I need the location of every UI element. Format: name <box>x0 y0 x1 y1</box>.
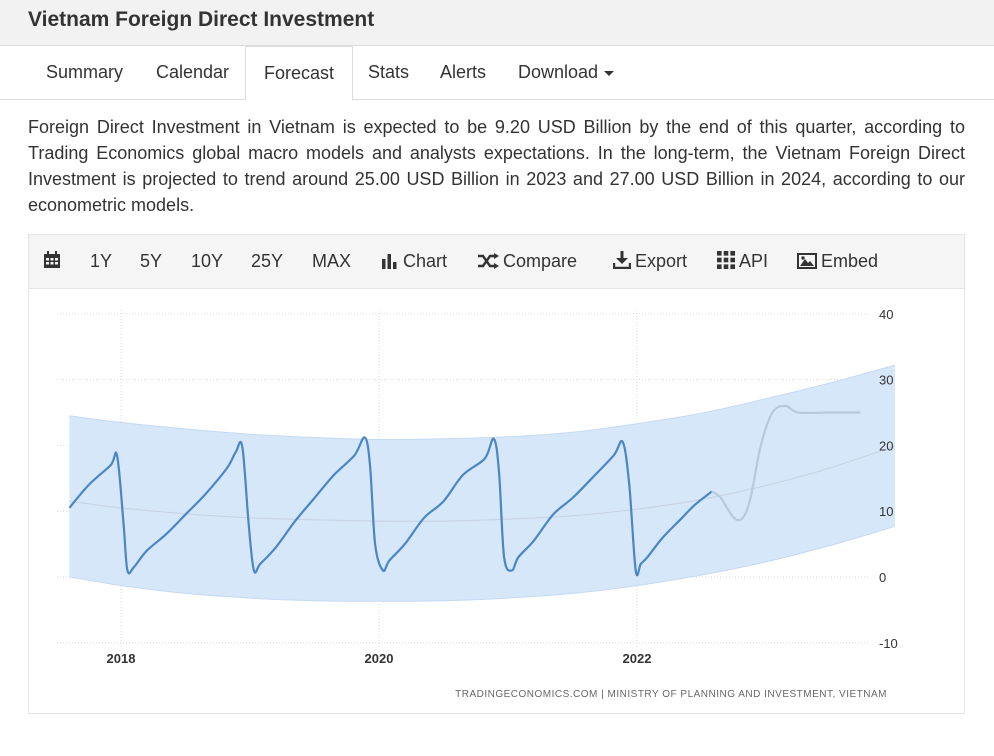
forecast-line-chart: 40 30 20 10 0 -10 2018 2020 2022 <box>57 307 898 666</box>
chart-panel: 1Y 5Y 10Y 25Y MAX Chart Compare <box>28 234 965 714</box>
tab-alerts[interactable]: Alerts <box>440 62 487 82</box>
tab-forecast-label: Forecast <box>264 63 335 83</box>
export-button-label: Export <box>635 251 688 271</box>
download-icon <box>612 251 632 270</box>
x-axis-ticks: 2018 2020 2022 <box>107 651 652 666</box>
range-max-button[interactable]: MAX <box>312 251 352 271</box>
chart-type-button[interactable]: Chart <box>381 235 447 288</box>
band-lower-edge <box>69 525 896 602</box>
trend-line <box>69 445 896 522</box>
chart-toolbar: 1Y 5Y 10Y 25Y MAX Chart Compare <box>29 235 964 289</box>
tab-forecast[interactable]: Forecast <box>245 46 354 101</box>
y-tick-label: 40 <box>879 307 893 322</box>
range-1y-button[interactable]: 1Y <box>90 251 113 271</box>
forecast-line <box>711 404 861 522</box>
range-10y-button[interactable]: 10Y <box>191 251 224 271</box>
y-tick-label: 10 <box>879 504 893 519</box>
calendar-icon <box>44 251 60 268</box>
tab-download-label: Download <box>518 62 599 82</box>
calendar-button[interactable] <box>43 235 65 288</box>
range-5y-button[interactable]: 5Y <box>140 251 163 271</box>
forecast-series <box>711 404 861 522</box>
image-icon <box>797 253 817 269</box>
tab-download[interactable]: Download <box>518 46 615 100</box>
export-button[interactable]: Export <box>612 235 688 288</box>
confidence-band <box>69 364 896 602</box>
trend-line-path <box>69 445 896 522</box>
compare-button-label: Compare <box>503 251 578 271</box>
shuffle-icon <box>478 253 499 269</box>
caret-down-icon <box>604 70 615 76</box>
tab-bar: Summary Calendar Forecast Stats Alerts D… <box>0 46 994 101</box>
chart-source: TRADINGECONOMICS.COM | MINISTRY OF PLANN… <box>455 689 887 700</box>
title-bar: Vietnam Foreign Direct Investment <box>0 0 994 46</box>
page-title: Vietnam Foreign Direct Investment <box>28 8 375 31</box>
api-button-label: API <box>739 251 769 271</box>
y-tick-label: 20 <box>879 438 893 453</box>
bar-chart-icon <box>382 254 397 269</box>
tab-stats[interactable]: Stats <box>368 62 410 82</box>
forecast-description: Foreign Direct Investment in Vietnam is … <box>28 117 965 215</box>
grid-icon <box>717 251 735 269</box>
actual-line <box>68 436 713 577</box>
tab-calendar[interactable]: Calendar <box>156 62 230 82</box>
compare-button[interactable]: Compare <box>477 235 577 288</box>
y-tick-label: -10 <box>879 636 898 651</box>
x-tick-label: 2022 <box>623 651 652 666</box>
y-tick-label: 0 <box>879 570 886 585</box>
confidence-band-area <box>69 365 895 602</box>
api-button[interactable]: API <box>717 235 768 288</box>
x-tick-label: 2020 <box>365 651 394 666</box>
y-tick-label: 30 <box>879 373 893 388</box>
y-axis-ticks: 40 30 20 10 0 -10 <box>879 307 898 651</box>
actual-series <box>68 436 713 577</box>
band-upper-edge <box>69 364 896 441</box>
embed-button-label: Embed <box>821 251 879 271</box>
chart-button-label: Chart <box>403 251 448 271</box>
range-25y-button[interactable]: 25Y <box>251 251 284 271</box>
tab-summary[interactable]: Summary <box>46 62 124 82</box>
embed-button[interactable]: Embed <box>797 235 878 288</box>
x-tick-label: 2018 <box>107 651 136 666</box>
